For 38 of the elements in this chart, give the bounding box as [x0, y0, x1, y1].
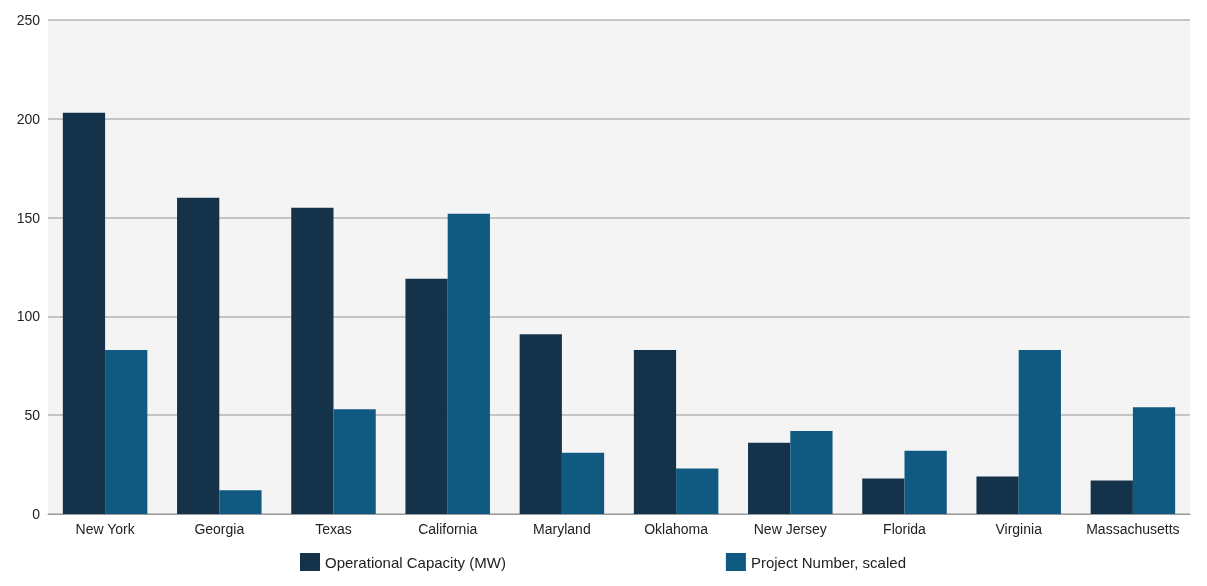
x-tick-label: New York [75, 521, 136, 537]
x-tick-label: Maryland [533, 521, 591, 537]
bar [519, 334, 562, 514]
bar [633, 349, 677, 514]
bar [177, 197, 220, 514]
x-tick-label: Massachusetts [1086, 521, 1180, 537]
y-tick-label: 50 [24, 407, 41, 424]
x-tick-label: Florida [883, 521, 927, 537]
y-tick-label: 150 [16, 209, 41, 226]
y-tick-label: 200 [16, 110, 41, 127]
bar [676, 468, 719, 514]
bar [1132, 407, 1176, 514]
bar [62, 112, 106, 514]
bar [447, 213, 490, 514]
bar [862, 478, 905, 514]
y-tick-label: 100 [16, 308, 41, 325]
y-tick-label: 0 [32, 506, 41, 522]
x-tick-label: Virginia [995, 521, 1043, 537]
bar [1018, 349, 1061, 514]
bar [1090, 480, 1133, 514]
y-tick-label: 250 [16, 12, 41, 28]
bar [219, 490, 262, 514]
bar [291, 207, 334, 514]
bar [561, 452, 605, 514]
bar [748, 442, 791, 514]
bar [976, 476, 1019, 514]
bar [333, 409, 376, 514]
bar [105, 349, 148, 514]
bar [790, 431, 833, 514]
x-tick-label: New Jersey [753, 521, 827, 537]
legend-label: Project Number, scaled [750, 553, 906, 571]
x-tick-label: Oklahoma [644, 521, 709, 537]
x-tick-label: California [418, 521, 478, 537]
legend-label: Operational Capacity (MW) [325, 553, 506, 571]
bar [904, 450, 947, 514]
x-tick-label: Texas [315, 521, 352, 537]
x-tick-label: Georgia [194, 521, 245, 537]
bar [405, 278, 448, 514]
